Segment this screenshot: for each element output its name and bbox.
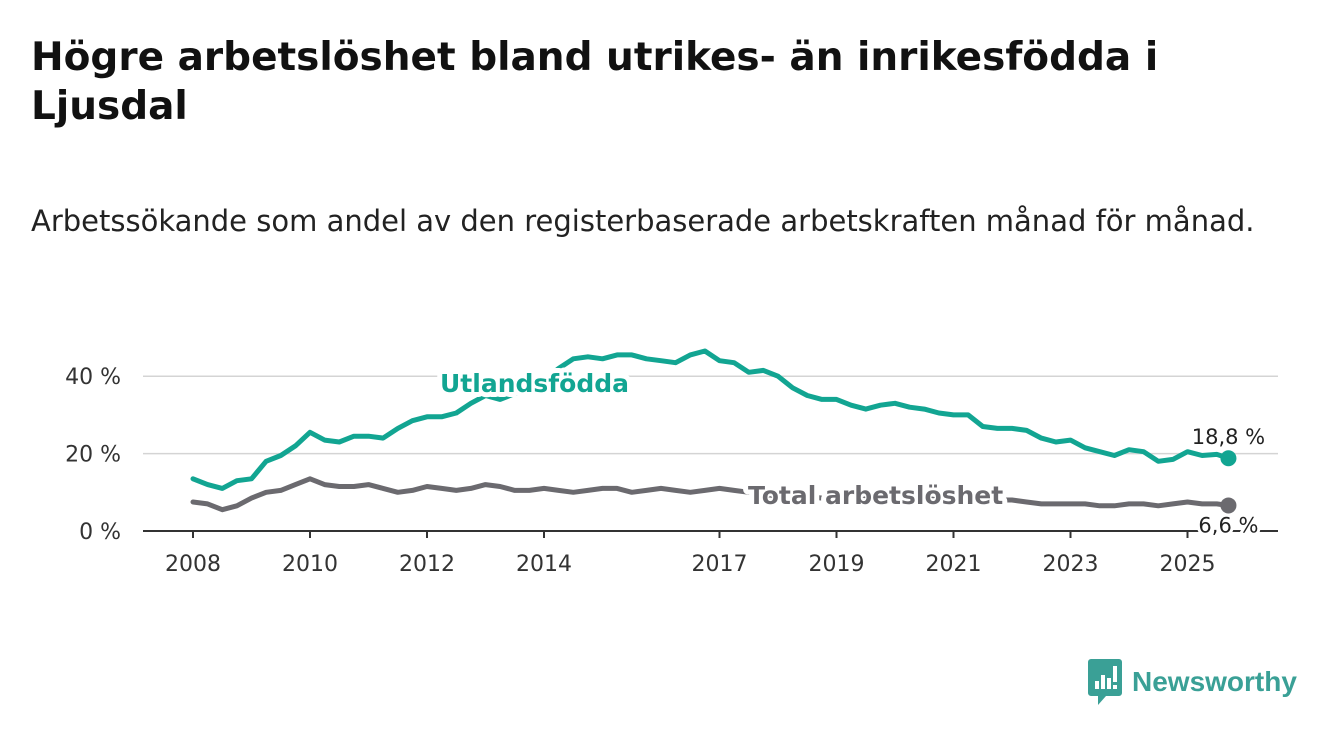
- x-tick-label: 2025: [1160, 552, 1216, 577]
- chart-subtitle: Arbetssökande som andel av den registerb…: [31, 204, 1255, 238]
- y-tick-label: 40 %: [65, 365, 121, 390]
- x-tick-label: 2008: [165, 552, 221, 577]
- series-end-dot: [1220, 497, 1237, 514]
- series-name-label: Utlandsfödda: [440, 369, 629, 398]
- series-end-value-label: 18,8 %: [1192, 425, 1265, 449]
- x-tick-label: 2023: [1043, 552, 1099, 577]
- series-name-label: Total arbetslöshet: [748, 481, 1003, 510]
- x-tick-label: 2014: [516, 552, 572, 577]
- y-tick-label: 0 %: [79, 520, 121, 545]
- line-chart: 0 % 20 % 40 % 2008 2010 2012 2014 2017 2019 2021 2…: [65, 348, 1278, 577]
- bar-chart-logo-icon: [1088, 659, 1122, 705]
- newsworthy-logo: Newsworthy: [1088, 659, 1297, 705]
- x-tick-label: 2010: [282, 552, 338, 577]
- series-end-dot: [1220, 450, 1237, 467]
- series-end-value-label: 6,6 %: [1198, 513, 1258, 537]
- series-line-total: [190, 476, 1231, 513]
- chart-title: Högre arbetslöshet bland utrikes- än inr…: [31, 35, 1159, 129]
- x-tick-label: 2021: [926, 552, 982, 577]
- y-tick-label: 20 %: [65, 443, 121, 468]
- series-line-utlandsfodda: [190, 348, 1231, 491]
- x-tick-label: 2012: [399, 552, 455, 577]
- brand-name: Newsworthy: [1132, 666, 1297, 697]
- x-tick-label: 2017: [692, 552, 748, 577]
- x-tick-label: 2019: [809, 552, 865, 577]
